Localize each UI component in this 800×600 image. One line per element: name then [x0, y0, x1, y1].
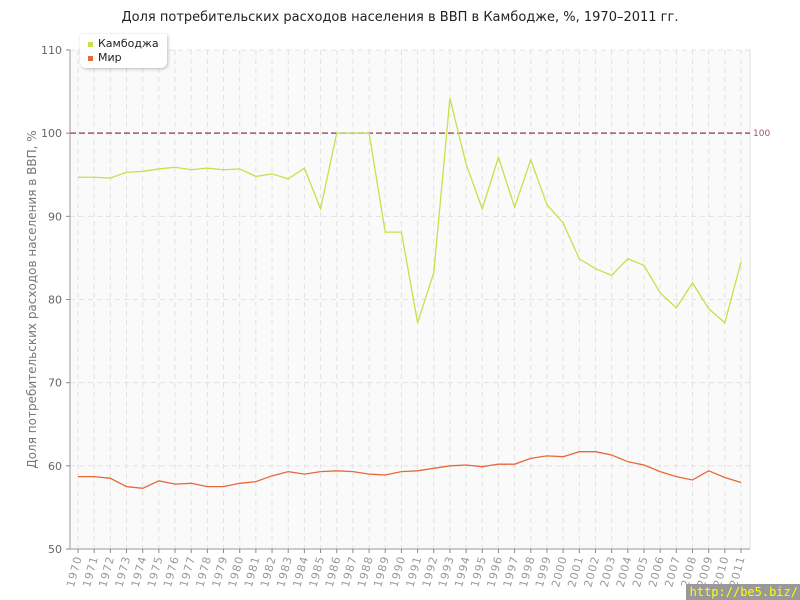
- chart-title: Доля потребительских расходов населения …: [121, 10, 679, 25]
- y-tick-label: 80: [48, 294, 62, 307]
- legend-item-cambodia[interactable]: Камбоджа: [88, 37, 159, 51]
- y-tick-label: 110: [41, 44, 62, 57]
- y-tick-label: 90: [48, 210, 62, 223]
- watermark-link[interactable]: http://be5.biz/: [685, 584, 800, 600]
- legend-label: Камбоджа: [98, 37, 159, 50]
- legend-label: Мир: [98, 51, 122, 64]
- reference-line-label: 100: [753, 129, 770, 139]
- series-line-world: [78, 451, 742, 489]
- legend-item-world[interactable]: Мир: [88, 51, 159, 65]
- y-tick-label: 70: [48, 377, 62, 390]
- legend-swatch: [88, 55, 93, 61]
- legend: Камбоджа Мир: [80, 34, 167, 68]
- y-axis-label: Доля потребительских расходов населения …: [25, 130, 39, 468]
- y-tick-label: 100: [41, 127, 62, 140]
- legend-swatch: [88, 41, 93, 47]
- y-tick-label: 60: [48, 460, 62, 473]
- series-line-cambodia: [78, 98, 742, 324]
- y-tick-label: 50: [48, 543, 62, 556]
